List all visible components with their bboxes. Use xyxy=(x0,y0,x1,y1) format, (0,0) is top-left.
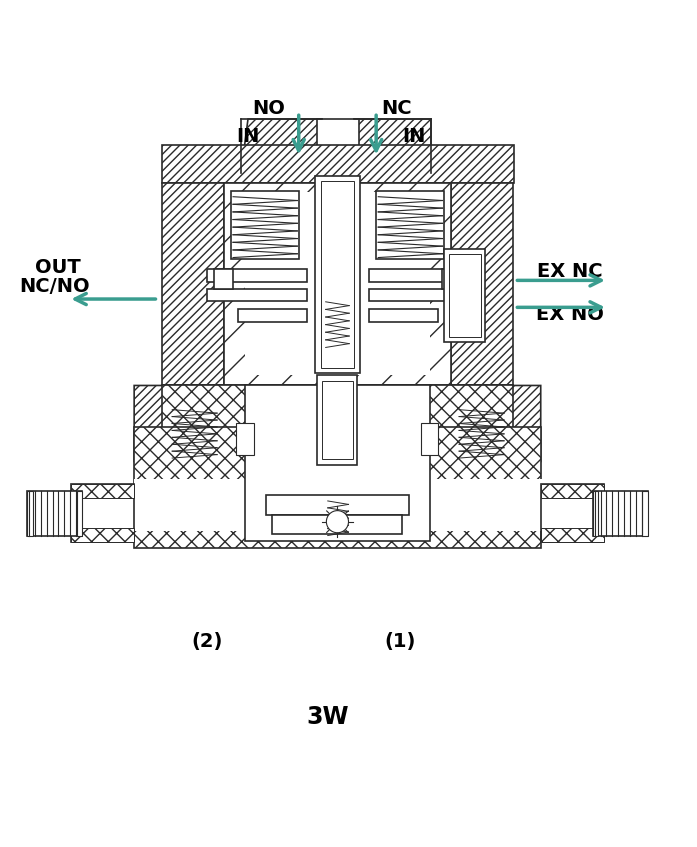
Bar xyxy=(214,269,233,289)
Bar xyxy=(231,191,299,259)
Polygon shape xyxy=(451,385,541,462)
Bar xyxy=(369,269,470,282)
Text: NC/NO: NC/NO xyxy=(20,277,90,296)
Text: (2): (2) xyxy=(191,632,222,650)
Bar xyxy=(70,528,134,542)
Bar xyxy=(421,424,438,455)
Bar xyxy=(27,490,33,535)
Bar xyxy=(224,183,451,385)
Text: IN: IN xyxy=(402,127,426,146)
Text: EX NC: EX NC xyxy=(537,262,603,281)
Bar xyxy=(70,484,134,498)
Bar xyxy=(322,380,353,459)
Bar xyxy=(134,479,266,531)
Bar xyxy=(442,269,461,289)
Bar xyxy=(134,427,541,548)
Bar xyxy=(27,490,82,535)
Bar xyxy=(245,192,430,375)
Bar xyxy=(70,484,134,542)
Bar xyxy=(541,528,604,542)
Bar xyxy=(449,254,480,337)
Bar xyxy=(376,191,444,259)
Polygon shape xyxy=(134,385,224,462)
Bar xyxy=(77,490,82,535)
Bar xyxy=(162,183,224,385)
Bar xyxy=(451,183,513,385)
Bar xyxy=(245,385,430,541)
Bar xyxy=(369,289,470,302)
Bar xyxy=(317,375,358,465)
Bar xyxy=(207,269,307,282)
Text: NO: NO xyxy=(252,99,285,119)
Bar xyxy=(238,309,307,322)
Bar xyxy=(266,495,409,515)
Polygon shape xyxy=(241,119,322,173)
Text: 3W: 3W xyxy=(307,706,349,729)
Circle shape xyxy=(326,511,348,533)
Polygon shape xyxy=(354,119,431,173)
Bar xyxy=(162,145,514,183)
Text: NC: NC xyxy=(381,99,412,119)
Bar xyxy=(273,515,402,534)
Bar xyxy=(592,490,598,535)
Bar xyxy=(643,490,648,535)
Bar xyxy=(369,309,438,322)
Text: (1): (1) xyxy=(385,632,416,650)
Bar xyxy=(317,119,359,173)
Bar xyxy=(541,484,604,498)
Bar xyxy=(411,479,542,531)
Bar xyxy=(315,176,360,373)
Bar xyxy=(321,181,354,368)
Text: OUT: OUT xyxy=(36,258,81,278)
Bar xyxy=(541,484,604,542)
Bar xyxy=(592,490,648,535)
Text: EX NO: EX NO xyxy=(536,305,604,324)
Text: IN: IN xyxy=(236,127,260,146)
Bar xyxy=(444,248,485,342)
Bar xyxy=(236,424,254,455)
Bar xyxy=(207,289,307,302)
Bar xyxy=(162,385,513,468)
